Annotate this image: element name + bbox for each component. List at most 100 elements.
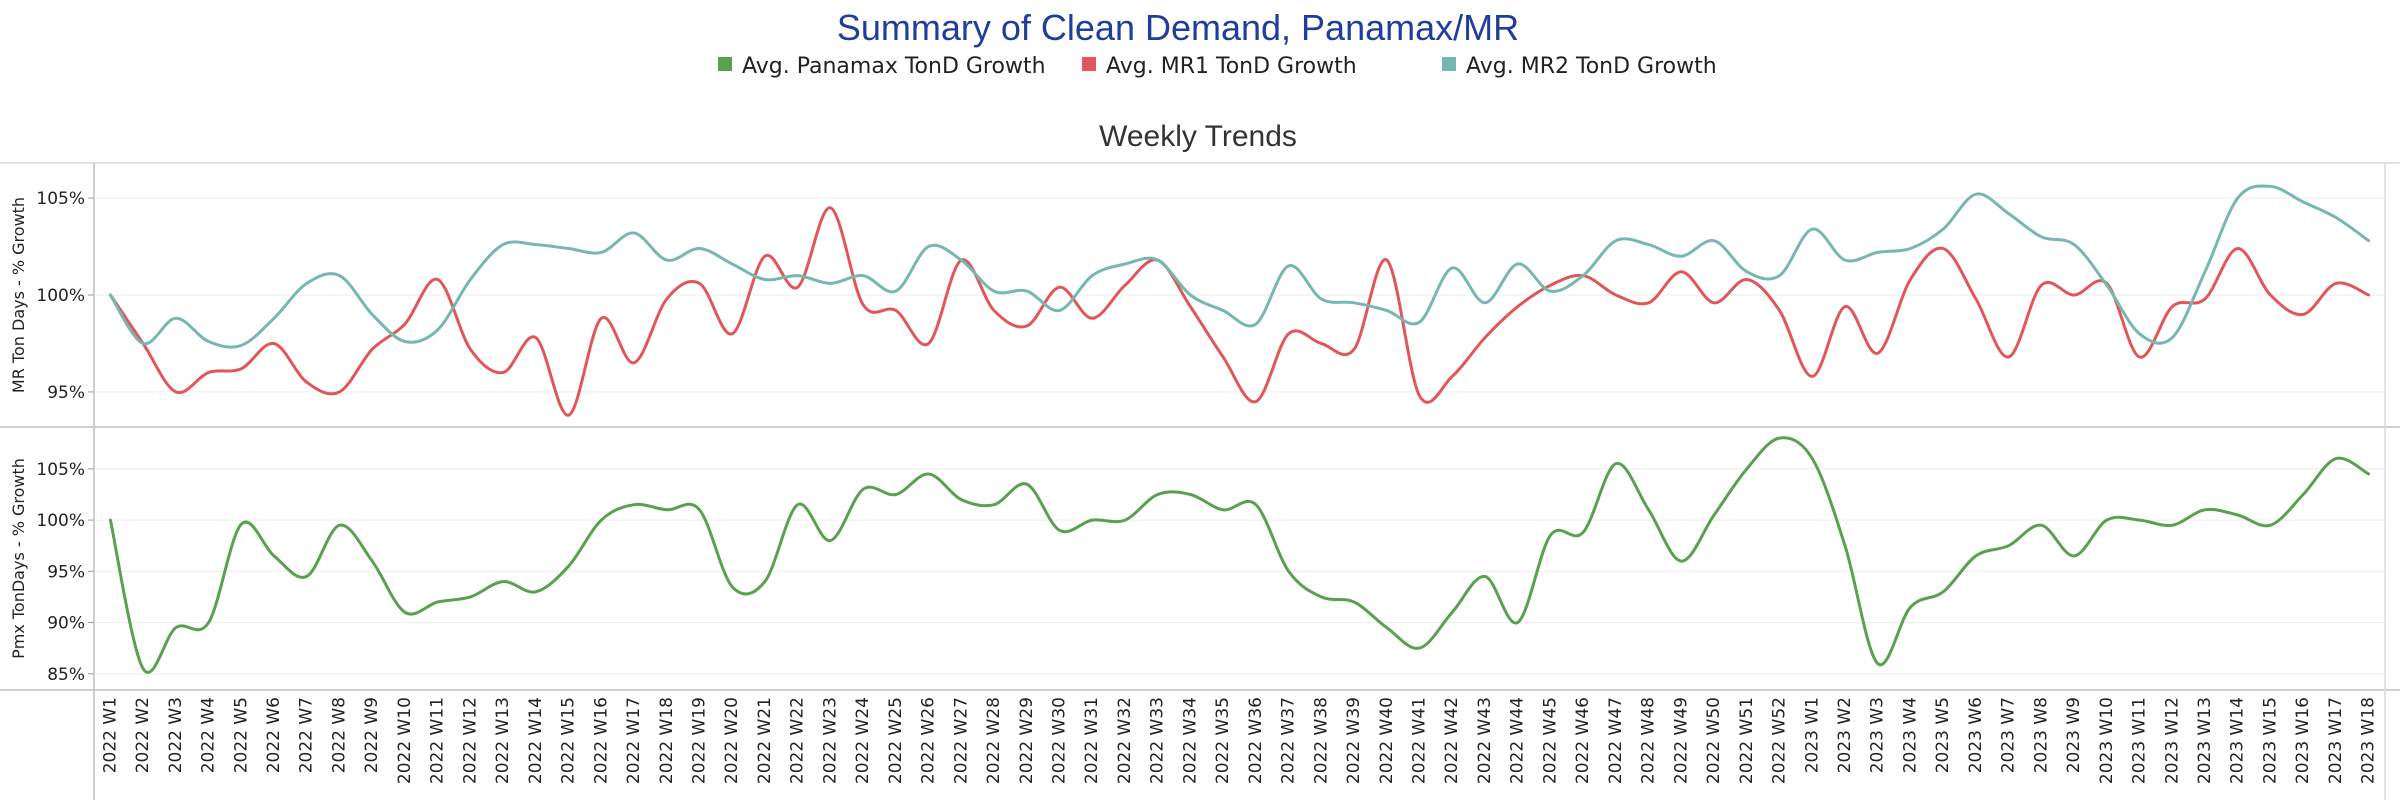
legend-swatch: [718, 57, 732, 71]
y-tick-label: 90%: [47, 614, 85, 634]
x-tick-label: 2022 W50: [1704, 697, 1724, 784]
x-tick-label: 2023 W17: [2326, 697, 2346, 784]
x-tick-label: 2022 W6: [264, 697, 284, 773]
x-tick-label: 2022 W28: [984, 697, 1004, 784]
x-tick-label: 2022 W19: [689, 697, 709, 784]
y-axis-title: Pmx TonDays - % Growth: [9, 458, 28, 659]
x-tick-label: 2022 W20: [722, 697, 742, 784]
x-tick-label: 2022 W52: [1770, 697, 1790, 784]
x-tick-label: 2022 W27: [951, 697, 971, 784]
x-tick-label: 2022 W9: [362, 697, 382, 773]
plot-panels: 95% 100% 105% MR Ton Days - % Growth 85% 90% 9…: [9, 184, 2385, 685]
x-tick-label: 2022 W46: [1573, 697, 1593, 784]
x-tick-label: 2023 W3: [1868, 697, 1888, 773]
x-tick-label: 2022 W13: [493, 697, 513, 784]
x-tick-label: 2023 W5: [1933, 697, 1953, 773]
x-tick-label: 2022 W4: [199, 697, 219, 773]
x-tick-label: 2022 W32: [1115, 697, 1135, 784]
x-tick-label: 2023 W14: [2228, 697, 2248, 784]
x-tick-label: 2022 W8: [329, 697, 349, 773]
plot-frame: [0, 162, 2400, 800]
legend-label: Avg. MR2 TonD Growth: [1466, 54, 1717, 79]
x-tick-label: 2022 W2: [133, 697, 153, 773]
x-tick-label: 2022 W3: [166, 697, 186, 773]
x-tick-label: 2022 W26: [919, 697, 939, 784]
x-tick-label: 2023 W9: [2064, 697, 2084, 773]
y-tick-label: 100%: [36, 286, 85, 306]
x-tick-label: 2022 W30: [1049, 697, 1069, 784]
legend-swatch: [1082, 57, 1096, 71]
x-tick-label: 2022 W31: [1082, 697, 1102, 784]
x-tick-label: 2023 W1: [1802, 697, 1822, 773]
legend-item-avg-panamax-tond-growth: Avg. Panamax TonD Growth: [718, 54, 1046, 79]
x-tick-label: 2022 W22: [788, 697, 808, 784]
panel-1: 95% 100% 105% MR Ton Days - % Growth: [9, 184, 2385, 417]
x-tick-label: 2022 W40: [1377, 697, 1397, 784]
y-tick-label: 105%: [36, 189, 85, 209]
x-tick-label: 2022 W39: [1344, 697, 1364, 784]
x-tick-label: 2022 W12: [460, 697, 480, 784]
series-line-avg-mr1-tond-growth: [108, 206, 2371, 417]
x-tick-label: 2022 W16: [591, 697, 611, 784]
x-tick-label: 2022 W24: [853, 697, 873, 784]
panel-2: 85% 90% 95% 100% 105% Pmx TonDays - % Growth: [9, 436, 2385, 685]
legend-label: Avg. MR1 TonD Growth: [1106, 54, 1357, 79]
x-tick-label: 2023 W15: [2260, 697, 2280, 784]
y-tick-label: 95%: [47, 383, 85, 403]
y-axis-title: MR Ton Days - % Growth: [9, 197, 28, 393]
x-tick-label: 2023 W12: [2162, 697, 2182, 784]
x-tick-label: 2023 W2: [1835, 697, 1855, 773]
x-tick-label: 2022 W15: [559, 697, 579, 784]
x-tick-label: 2022 W48: [1639, 697, 1659, 784]
x-tick-label: 2022 W44: [1508, 697, 1528, 784]
legend-item-avg-mr1-tond-growth: Avg. MR1 TonD Growth: [1082, 54, 1357, 79]
x-tick-label: 2022 W36: [1246, 697, 1266, 784]
x-tick-label: 2022 W37: [1279, 697, 1299, 784]
x-tick-label: 2023 W8: [2031, 697, 2051, 773]
x-tick-label: 2022 W45: [1540, 697, 1560, 784]
y-tick-label: 105%: [36, 460, 85, 480]
series-line-avg-panamax-tond-growth: [108, 436, 2371, 674]
x-tick-label: 2023 W4: [1900, 697, 1920, 773]
x-tick-label: 2022 W51: [1737, 697, 1757, 784]
x-tick-label: 2022 W14: [526, 697, 546, 784]
x-tick-label: 2022 W5: [231, 697, 251, 773]
legend-label: Avg. Panamax TonD Growth: [742, 54, 1046, 79]
x-tick-label: 2022 W25: [886, 697, 906, 784]
x-tick-label: 2022 W17: [624, 697, 644, 784]
legend: Avg. Panamax TonD Growth Avg. MR1 TonD Gr…: [718, 54, 1717, 79]
x-tick-label: 2022 W10: [395, 697, 415, 784]
x-tick-label: 2022 W1: [100, 697, 120, 773]
x-tick-label: 2023 W13: [2195, 697, 2215, 784]
x-tick-label: 2022 W35: [1213, 697, 1233, 784]
x-tick-label: 2022 W43: [1475, 697, 1495, 784]
y-tick-label: 100%: [36, 511, 85, 531]
series-line-avg-mr2-tond-growth: [108, 184, 2371, 349]
x-tick-label: 2023 W18: [2359, 697, 2379, 784]
y-tick-label: 95%: [47, 562, 85, 582]
x-tick-label: 2022 W18: [657, 697, 677, 784]
x-tick-label: 2022 W41: [1410, 697, 1430, 784]
x-tick-label: 2022 W21: [755, 697, 775, 784]
legend-swatch: [1442, 57, 1456, 71]
x-tick-label: 2023 W16: [2293, 697, 2313, 784]
legend-item-avg-mr2-tond-growth: Avg. MR2 TonD Growth: [1442, 54, 1717, 79]
x-tick-label: 2022 W29: [1017, 697, 1037, 784]
x-tick-label: 2022 W11: [428, 697, 448, 784]
x-tick-label: 2023 W11: [2130, 697, 2150, 784]
x-tick-label: 2023 W10: [2097, 697, 2117, 784]
chart-title: Summary of Clean Demand, Panamax/MR: [837, 7, 1519, 48]
x-tick-label: 2022 W23: [820, 697, 840, 784]
x-tick-label: 2023 W7: [1999, 697, 2019, 773]
x-tick-label: 2022 W34: [1180, 697, 1200, 784]
x-tick-label: 2022 W42: [1442, 697, 1462, 784]
x-tick-label: 2022 W49: [1671, 697, 1691, 784]
x-tick-label: 2022 W38: [1311, 697, 1331, 784]
x-tick-label: 2023 W6: [1966, 697, 1986, 773]
x-axis: 2022 W1 2022 W2 2022 W3 2022 W4 2022 W5 2022 …: [100, 697, 2378, 784]
x-tick-label: 2022 W33: [1148, 697, 1168, 784]
y-tick-label: 85%: [47, 665, 85, 685]
chart-subtitle: Weekly Trends: [1099, 120, 1297, 153]
x-tick-label: 2022 W47: [1606, 697, 1626, 784]
